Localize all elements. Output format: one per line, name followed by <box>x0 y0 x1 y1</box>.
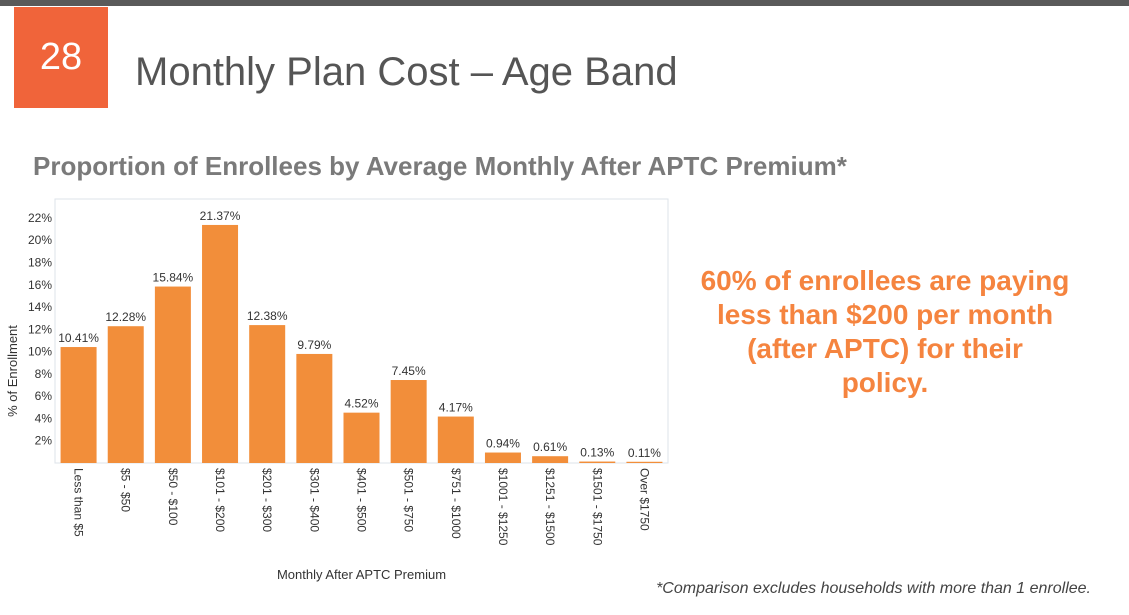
x-tick-label: $751 - $1000 <box>449 468 463 539</box>
data-label: 15.84% <box>153 271 194 285</box>
bar <box>60 347 97 463</box>
y-tick-label: 4% <box>35 411 53 425</box>
bar <box>626 461 663 463</box>
data-label: 0.61% <box>533 440 567 454</box>
y-tick-label: 16% <box>28 278 52 292</box>
bar <box>107 326 144 463</box>
bar <box>296 353 333 463</box>
bar <box>579 461 616 463</box>
top-bar <box>0 0 1129 6</box>
data-label: 9.79% <box>297 338 331 352</box>
x-tick-label: $201 - $300 <box>260 468 274 532</box>
data-label: 0.94% <box>486 437 520 451</box>
bar <box>202 224 239 463</box>
x-tick-label: $1001 - $1250 <box>496 468 510 546</box>
bar <box>532 456 569 463</box>
y-tick-label: 22% <box>28 211 52 225</box>
y-tick-label: 6% <box>35 389 53 403</box>
bar <box>484 452 521 463</box>
bar <box>343 412 380 463</box>
y-tick-label: 8% <box>35 367 53 381</box>
x-tick-label: $501 - $750 <box>402 468 416 532</box>
bar <box>437 416 474 463</box>
slide-title: Monthly Plan Cost – Age Band <box>135 50 678 94</box>
data-label: 7.45% <box>392 364 426 378</box>
data-label: 10.41% <box>58 331 99 345</box>
data-label: 12.28% <box>105 310 146 324</box>
y-axis-label: % of Enrollment <box>5 325 20 417</box>
x-tick-label: $50 - $100 <box>166 468 180 526</box>
x-tick-label: $401 - $500 <box>355 468 369 532</box>
y-tick-label: 12% <box>28 322 52 336</box>
data-label: 4.52% <box>344 397 378 411</box>
y-tick-label: 18% <box>28 255 52 269</box>
x-tick-label: $5 - $50 <box>119 468 133 512</box>
bar <box>249 325 286 463</box>
slide-number-text: 28 <box>39 36 83 78</box>
callout-text: 60% of enrollees are paying less than $2… <box>700 265 1070 398</box>
y-tick-label: 20% <box>28 233 52 247</box>
data-label: 4.17% <box>439 401 473 415</box>
bar <box>390 380 427 463</box>
data-label: 12.38% <box>247 309 288 323</box>
x-tick-label: Over $1750 <box>637 468 651 531</box>
slide-number: 28 <box>14 7 108 108</box>
data-label: 21.37% <box>200 209 241 223</box>
y-tick-label: 10% <box>28 345 52 359</box>
x-tick-label: Less than $5 <box>72 468 86 537</box>
data-label: 0.11% <box>628 446 661 460</box>
x-tick-label: $101 - $200 <box>213 468 227 532</box>
y-tick-label: 14% <box>28 300 52 314</box>
x-axis-label: Monthly After APTC Premium <box>277 567 446 582</box>
data-label: 0.13% <box>580 446 614 460</box>
footnote: *Comparison excludes households with mor… <box>656 580 1091 597</box>
x-tick-label: $1251 - $1500 <box>543 468 557 546</box>
x-tick-label: $1501 - $1750 <box>590 468 604 546</box>
bar <box>154 286 191 463</box>
x-tick-label: $301 - $400 <box>307 468 321 532</box>
chart-subtitle: Proportion of Enrollees by Average Month… <box>33 151 847 181</box>
y-tick-label: 2% <box>35 434 53 448</box>
